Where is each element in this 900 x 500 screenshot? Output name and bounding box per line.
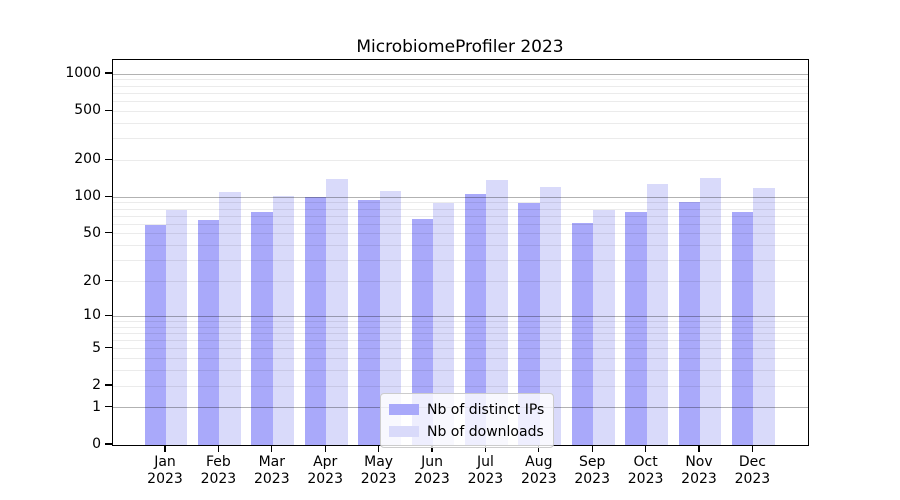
- bar-downloads-jan: [166, 209, 188, 445]
- bar-downloads-jun: [433, 203, 455, 445]
- y-tick-label-50: 50: [83, 224, 101, 241]
- bar-distinct-ips-sep: [571, 222, 594, 445]
- y-tick-10: [105, 314, 112, 316]
- x-tick-label-jan: Jan 2023: [147, 454, 183, 487]
- x-tick-apr: [324, 445, 326, 452]
- bar-distinct-ips-nov: [678, 201, 700, 445]
- y-tick-0: [105, 443, 112, 445]
- legend-label-distinct-ips: Nb of distinct IPs: [427, 401, 545, 418]
- x-tick-label-oct: Oct 2023: [627, 454, 664, 487]
- bar-distinct-ips-may: [358, 199, 380, 445]
- bar-downloads-sep: [593, 209, 615, 445]
- legend-label-downloads: Nb of downloads: [427, 423, 544, 440]
- x-tick-dec: [751, 445, 753, 452]
- legend-swatch-downloads: [389, 426, 419, 437]
- x-tick-may: [378, 445, 380, 452]
- chart-title: MicrobiomeProfiler 2023: [356, 37, 564, 57]
- x-tick-label-jul: Jul 2023: [467, 454, 504, 487]
- x-tick-jul: [484, 445, 486, 452]
- y-tick-label-0: 0: [92, 436, 101, 452]
- bar-distinct-ips-jan: [144, 225, 166, 445]
- bar-distinct-ips-mar: [251, 211, 273, 445]
- bar-distinct-ips-apr: [304, 196, 327, 445]
- y-tick-label-20: 20: [83, 272, 101, 289]
- bar-downloads-mar: [272, 196, 295, 445]
- bar-distinct-ips-oct: [625, 211, 647, 445]
- legend-swatch-distinct-ips: [389, 404, 419, 415]
- x-tick-mar: [271, 445, 273, 452]
- plot-area: Nb of distinct IPs Nb of downloads: [112, 59, 809, 448]
- bar-distinct-ips-dec: [732, 211, 754, 445]
- x-tick-jan: [164, 445, 166, 452]
- y-tick-200: [105, 158, 112, 160]
- x-tick-label-dec: Dec 2023: [734, 454, 771, 487]
- bar-distinct-ips-jul: [465, 193, 487, 445]
- x-tick-label-apr: Apr 2023: [307, 454, 343, 487]
- bar-downloads-oct: [646, 184, 668, 445]
- x-tick-label-mar: Mar 2023: [253, 454, 290, 487]
- y-tick-label-10: 10: [83, 307, 101, 324]
- y-tick-1000: [105, 72, 112, 74]
- legend-item-distinct-ips: Nb of distinct IPs: [389, 400, 544, 419]
- x-tick-label-jun: Jun 2023: [414, 454, 450, 487]
- x-tick-label-may: May 2023: [360, 454, 397, 487]
- x-tick-label-aug: Aug 2023: [520, 454, 557, 487]
- legend-item-downloads: Nb of downloads: [389, 422, 544, 441]
- bar-downloads-feb: [219, 192, 241, 445]
- x-tick-aug: [538, 445, 540, 452]
- y-tick-100: [105, 195, 112, 197]
- y-tick-2: [105, 384, 112, 386]
- y-tick-label-1000: 1000: [65, 65, 101, 82]
- bar-distinct-ips-jun: [411, 219, 433, 445]
- y-tick-5: [105, 347, 112, 349]
- bar-downloads-dec: [753, 188, 775, 445]
- bar-downloads-apr: [326, 179, 348, 445]
- x-tick-label-nov: Nov 2023: [681, 454, 717, 487]
- y-tick-label-100: 100: [74, 188, 101, 205]
- y-tick-20: [105, 279, 112, 282]
- x-tick-oct: [645, 445, 647, 452]
- bar-downloads-jul: [486, 179, 508, 445]
- x-tick-feb: [217, 445, 219, 452]
- y-tick-1: [105, 406, 112, 408]
- y-tick-50: [105, 232, 112, 234]
- bar-distinct-ips-aug: [518, 202, 540, 445]
- bar-distinct-ips-feb: [198, 220, 220, 445]
- y-tick-500: [105, 109, 112, 111]
- y-tick-label-1: 1: [92, 398, 101, 415]
- bars-layer: [113, 60, 808, 445]
- bar-downloads-aug: [539, 186, 562, 445]
- x-tick-nov: [698, 445, 700, 452]
- x-tick-sep: [591, 445, 593, 452]
- x-tick-label-feb: Feb 2023: [200, 454, 237, 487]
- bar-downloads-nov: [700, 177, 722, 445]
- y-tick-label-5: 5: [92, 339, 101, 356]
- x-tick-label-sep: Sep 2023: [574, 454, 610, 487]
- x-tick-jun: [431, 445, 433, 452]
- y-tick-label-2: 2: [92, 377, 101, 393]
- bar-downloads-may: [379, 191, 401, 445]
- y-tick-label-500: 500: [74, 102, 101, 119]
- legend: Nb of distinct IPs Nb of downloads: [380, 393, 555, 448]
- y-tick-label-200: 200: [74, 151, 101, 168]
